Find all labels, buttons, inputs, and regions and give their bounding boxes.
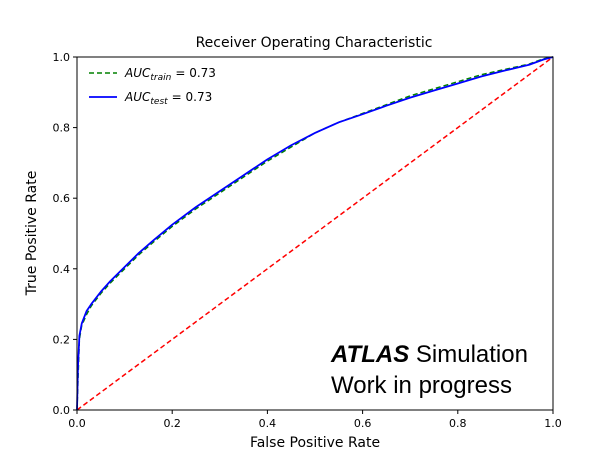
x-tick-label: 0.4 <box>259 417 277 430</box>
chart-title: Receiver Operating Characteristic <box>196 35 433 51</box>
legend-label-train: AUCtrain = 0.73 <box>124 66 216 83</box>
atlas-annotation: ATLAS Simulation Work in progress <box>330 341 528 399</box>
chance-diagonal <box>76 56 554 411</box>
y-tick-label: 0.0 <box>53 404 71 417</box>
y-axis-label: True Positive Rate <box>24 171 40 297</box>
legend-label-test: AUCtest = 0.73 <box>124 90 212 107</box>
plot-frame <box>76 56 554 411</box>
plot-area: 0.0 0.2 0.4 0.6 0.8 1.0 0.0 0.2 0.4 0.6 0.8 1.0 <box>53 51 562 430</box>
x-tick-label: 0.0 <box>68 417 86 430</box>
x-axis-label: False Positive Rate <box>250 435 380 451</box>
y-tick-label: 0.6 <box>53 192 71 205</box>
roc-curve-train <box>76 56 554 411</box>
x-ticks: 0.0 0.2 0.4 0.6 0.8 1.0 <box>68 410 562 430</box>
series-layer <box>76 56 554 411</box>
annotation-line-1: ATLAS Simulation <box>330 341 528 368</box>
y-tick-label: 0.4 <box>53 263 71 276</box>
x-tick-label: 1.0 <box>544 417 562 430</box>
x-tick-label: 0.6 <box>354 417 372 430</box>
annotation-line-2: Work in progress <box>331 372 512 399</box>
legend: AUCtrain = 0.73 AUCtest = 0.73 <box>89 66 216 107</box>
x-tick-label: 0.2 <box>163 417 181 430</box>
y-tick-label: 1.0 <box>53 51 71 64</box>
x-tick-label: 0.8 <box>449 417 467 430</box>
y-tick-label: 0.2 <box>53 333 71 346</box>
y-ticks: 0.0 0.2 0.4 0.6 0.8 1.0 <box>53 51 77 417</box>
roc-curve-test <box>76 56 554 411</box>
y-tick-label: 0.8 <box>53 122 71 135</box>
